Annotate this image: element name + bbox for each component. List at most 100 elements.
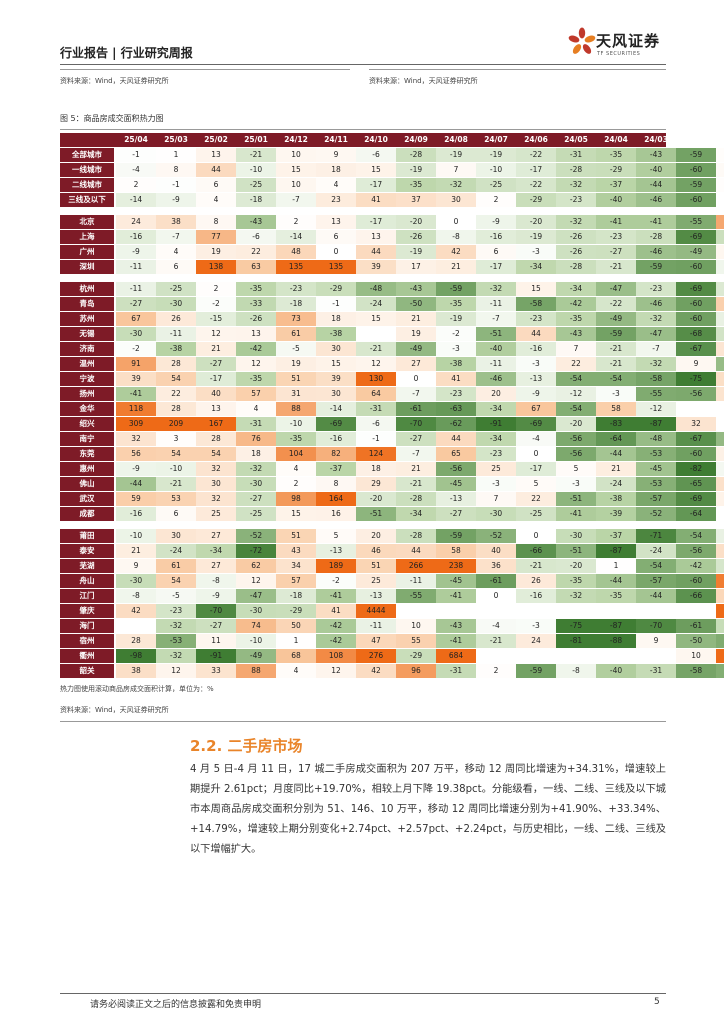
heatmap-cell: -10 (476, 163, 516, 177)
heatmap-cell: -11 (476, 297, 516, 311)
heatmap-cell: -27 (236, 492, 276, 506)
heatmap-cell: -62 (436, 417, 476, 431)
heatmap-cell: 6 (196, 178, 236, 192)
heatmap-cell: -34 (556, 282, 596, 296)
heatmap-cell: -59 (436, 529, 476, 543)
heatmap-cell: 6 (476, 245, 516, 259)
heatmap-cell (116, 619, 156, 633)
heatmap-cell: -55 (636, 387, 676, 401)
heatmap-cell: -63 (436, 402, 476, 416)
heatmap-cell: -54 (636, 559, 676, 573)
heatmap-cell: 28 (156, 357, 196, 371)
heatmap-cell: 6 (156, 260, 196, 274)
heatmap-cell: -38 (156, 342, 196, 356)
heatmap-cell: 56 (116, 447, 156, 461)
heatmap-cell: -31 (636, 664, 676, 678)
heatmap-cell: -21 (596, 342, 636, 356)
heatmap-cell: 54 (156, 447, 196, 461)
heatmap-cell: -59 (516, 664, 556, 678)
heatmap-cell: -9 (116, 462, 156, 476)
heatmap-cell: -60 (676, 312, 716, 326)
row-label: 全部城市 (60, 148, 114, 162)
heatmap-cell: -57 (636, 492, 676, 506)
heatmap-cell: -34 (476, 432, 516, 446)
heatmap-cell: -56 (556, 447, 596, 461)
heatmap-cell: -2 (196, 297, 236, 311)
heatmap-cell: -87 (636, 417, 676, 431)
heatmap-cell: -46 (636, 297, 676, 311)
column-header: 25/04 (124, 135, 148, 144)
heatmap-cell: -55 (676, 215, 716, 229)
heatmap-cell: -53 (636, 447, 676, 461)
heatmap-cell: 2 (276, 215, 316, 229)
heatmap-cell: -28 (716, 230, 724, 244)
heatmap-cell: 31 (716, 342, 724, 356)
heatmap-cell: 22 (156, 387, 196, 401)
heatmap-cell: 77 (196, 230, 236, 244)
heatmap-cell: -11 (156, 327, 196, 341)
page-number: 5 (654, 997, 660, 1007)
heatmap-cell: 0 (316, 245, 356, 259)
heatmap-cell: -5 (156, 589, 196, 603)
heatmap-cell: -24 (356, 297, 396, 311)
heatmap-cell: -24 (716, 327, 724, 341)
heatmap-cell: 1 (156, 148, 196, 162)
heatmap-cell: -56 (676, 387, 716, 401)
heatmap-cell: -4 (476, 619, 516, 633)
heatmap-cell: 27 (196, 529, 236, 543)
heatmap-cell: -53 (156, 634, 196, 648)
heatmap-cell: -58 (676, 664, 716, 678)
row-label: 宿州 (60, 634, 114, 648)
heatmap-cell: 54 (156, 372, 196, 386)
heatmap-cell: 684 (436, 649, 476, 663)
row-label: 青岛 (60, 297, 114, 311)
heatmap-cell: 9 (636, 634, 676, 648)
heatmap-cell: -15 (196, 312, 236, 326)
heatmap-cell: -67 (676, 432, 716, 446)
heatmap-cell: -70 (196, 604, 236, 618)
heatmap-cell: -35 (556, 574, 596, 588)
heatmap-cell: -23 (556, 193, 596, 207)
heatmap-cell: -49 (396, 342, 436, 356)
heatmap-cell: 5 (516, 477, 556, 491)
heatmap-cell: -17 (196, 372, 236, 386)
heatmap-cell: -11 (116, 260, 156, 274)
heatmap-cell: 13 (236, 327, 276, 341)
heatmap-cell: 1 (596, 559, 636, 573)
column-header: 24/08 (444, 135, 468, 144)
heatmap-cell: -42 (676, 559, 716, 573)
heatmap-cell: -19 (716, 282, 724, 296)
heatmap-cell: 12 (156, 664, 196, 678)
heatmap-cell: 59 (116, 492, 156, 506)
heatmap-cell: 21 (116, 544, 156, 558)
heatmap-cell: -2 (116, 342, 156, 356)
heatmap-cell: -28 (396, 148, 436, 162)
heatmap-cell: -44 (636, 589, 676, 603)
heatmap-cell: 0 (716, 193, 724, 207)
heatmap-cell: -28 (556, 260, 596, 274)
heatmap-cell: -45 (436, 574, 476, 588)
row-label: 海门 (60, 619, 114, 633)
heatmap-cell: 15 (276, 163, 316, 177)
heatmap-cell: 15 (276, 507, 316, 521)
heatmap-cell: 6 (716, 163, 724, 177)
heatmap-cell: -87 (596, 544, 636, 558)
heatmap-cell: -41 (316, 589, 356, 603)
heatmap-cell: -25 (236, 178, 276, 192)
heatmap-cell: -70 (396, 417, 436, 431)
heatmap-cell: 10 (716, 245, 724, 259)
heatmap-cell: 209 (156, 417, 196, 431)
column-header: 24/03 (644, 135, 668, 144)
heatmap-cell: 46 (356, 544, 396, 558)
heatmap-cell: -40 (596, 664, 636, 678)
heatmap-cell: 32 (116, 432, 156, 446)
heatmap-cell: -2 (316, 574, 356, 588)
heatmap-cell: 18 (316, 163, 356, 177)
row-label: 成都 (60, 507, 114, 521)
heatmap-cell: 0 (476, 589, 516, 603)
heatmap-cell: -56 (676, 544, 716, 558)
heatmap-cell: 32 (676, 417, 716, 431)
heatmap-cell (516, 604, 556, 618)
heatmap-cell: 12 (236, 574, 276, 588)
heatmap-cell: -72 (236, 544, 276, 558)
